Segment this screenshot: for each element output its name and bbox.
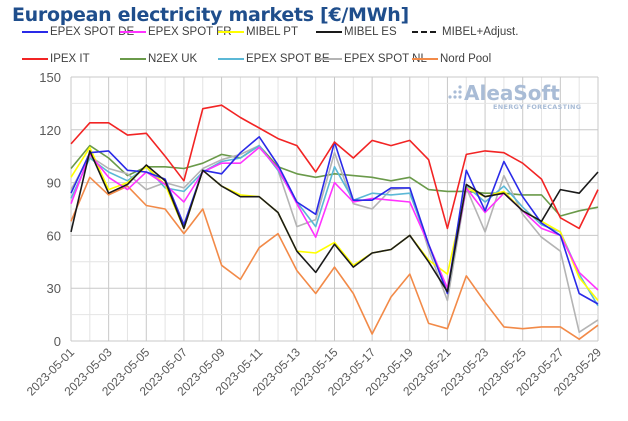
series-lines [70,104,599,341]
legend-swatch [22,58,48,60]
legend-swatch [412,58,438,60]
legend-label: N2EX UK [148,53,198,65]
legend-item-mibel-adjust[interactable]: MIBEL+Adjust. [412,26,518,38]
y-tick-label: 150 [39,70,61,85]
legend-item-nord-pool[interactable]: Nord Pool [412,53,491,65]
legend-label: EPEX SPOT DE [50,26,135,38]
aleasoft-watermark: AleaSoft ENERGY FORECASTING [448,81,581,111]
y-tick-label: 30 [47,281,61,296]
legend-label: MIBEL+Adjust. [442,26,519,38]
chart-legend: EPEX SPOT DE EPEX SPOT FR MIBEL PT MIBEL… [0,0,628,80]
legend-item-epex-spot-de[interactable]: EPEX SPOT DE [22,26,134,38]
legend-label: MIBEL ES [344,26,397,38]
legend-item-epex-spot-be[interactable]: EPEX SPOT BE [218,53,330,65]
y-axis-ticks: 0 30 60 90 120 150 [39,70,61,349]
gridlines [70,76,599,342]
legend-item-epex-spot-nl[interactable]: EPEX SPOT NL [316,53,427,65]
legend-item-mibel-es[interactable]: MIBEL ES [316,26,397,38]
legend-swatch [120,58,146,60]
legend-label: Nord Pool [440,53,492,65]
legend-item-epex-spot-fr[interactable]: EPEX SPOT FR [120,26,232,38]
series-line-mibel-es [70,150,599,293]
legend-swatch [120,31,146,33]
watermark-brand: AleaSoft [464,81,560,105]
legend-label: EPEX SPOT FR [148,26,232,38]
legend-label: EPEX SPOT BE [246,53,330,65]
legend-swatch [218,58,244,60]
legend-item-mibel-pt[interactable]: MIBEL PT [218,26,298,38]
y-tick-label: 120 [39,123,61,138]
legend-swatch [218,31,244,33]
series-line-mibel-pt [70,146,599,302]
series-line-ipex-it [70,104,599,230]
chart-title: European electricity markets [€/MWh] [12,4,409,26]
legend-item-n2ex-uk[interactable]: N2EX UK [120,53,197,65]
legend-item-ipex-it[interactable]: IPEX IT [22,53,90,65]
legend-swatch [316,58,342,60]
x-axis-ticks: 2023-05-012023-05-032023-05-052023-05-07… [24,345,605,399]
series-line-epex-spot-nl [70,144,599,334]
aleasoft-logo-dots-icon [448,85,462,99]
series-line-nord-pool [70,176,599,341]
y-tick-label: 0 [54,334,61,349]
y-tick-label: 60 [47,228,61,243]
legend-swatch [316,31,342,33]
legend-label: EPEX SPOT NL [344,53,427,65]
legend-swatch [412,31,436,33]
legend-label: MIBEL PT [246,26,298,38]
legend-swatch [22,31,48,33]
y-tick-label: 90 [47,176,61,191]
legend-label: IPEX IT [50,53,90,65]
watermark-tagline: ENERGY FORECASTING [493,103,581,111]
